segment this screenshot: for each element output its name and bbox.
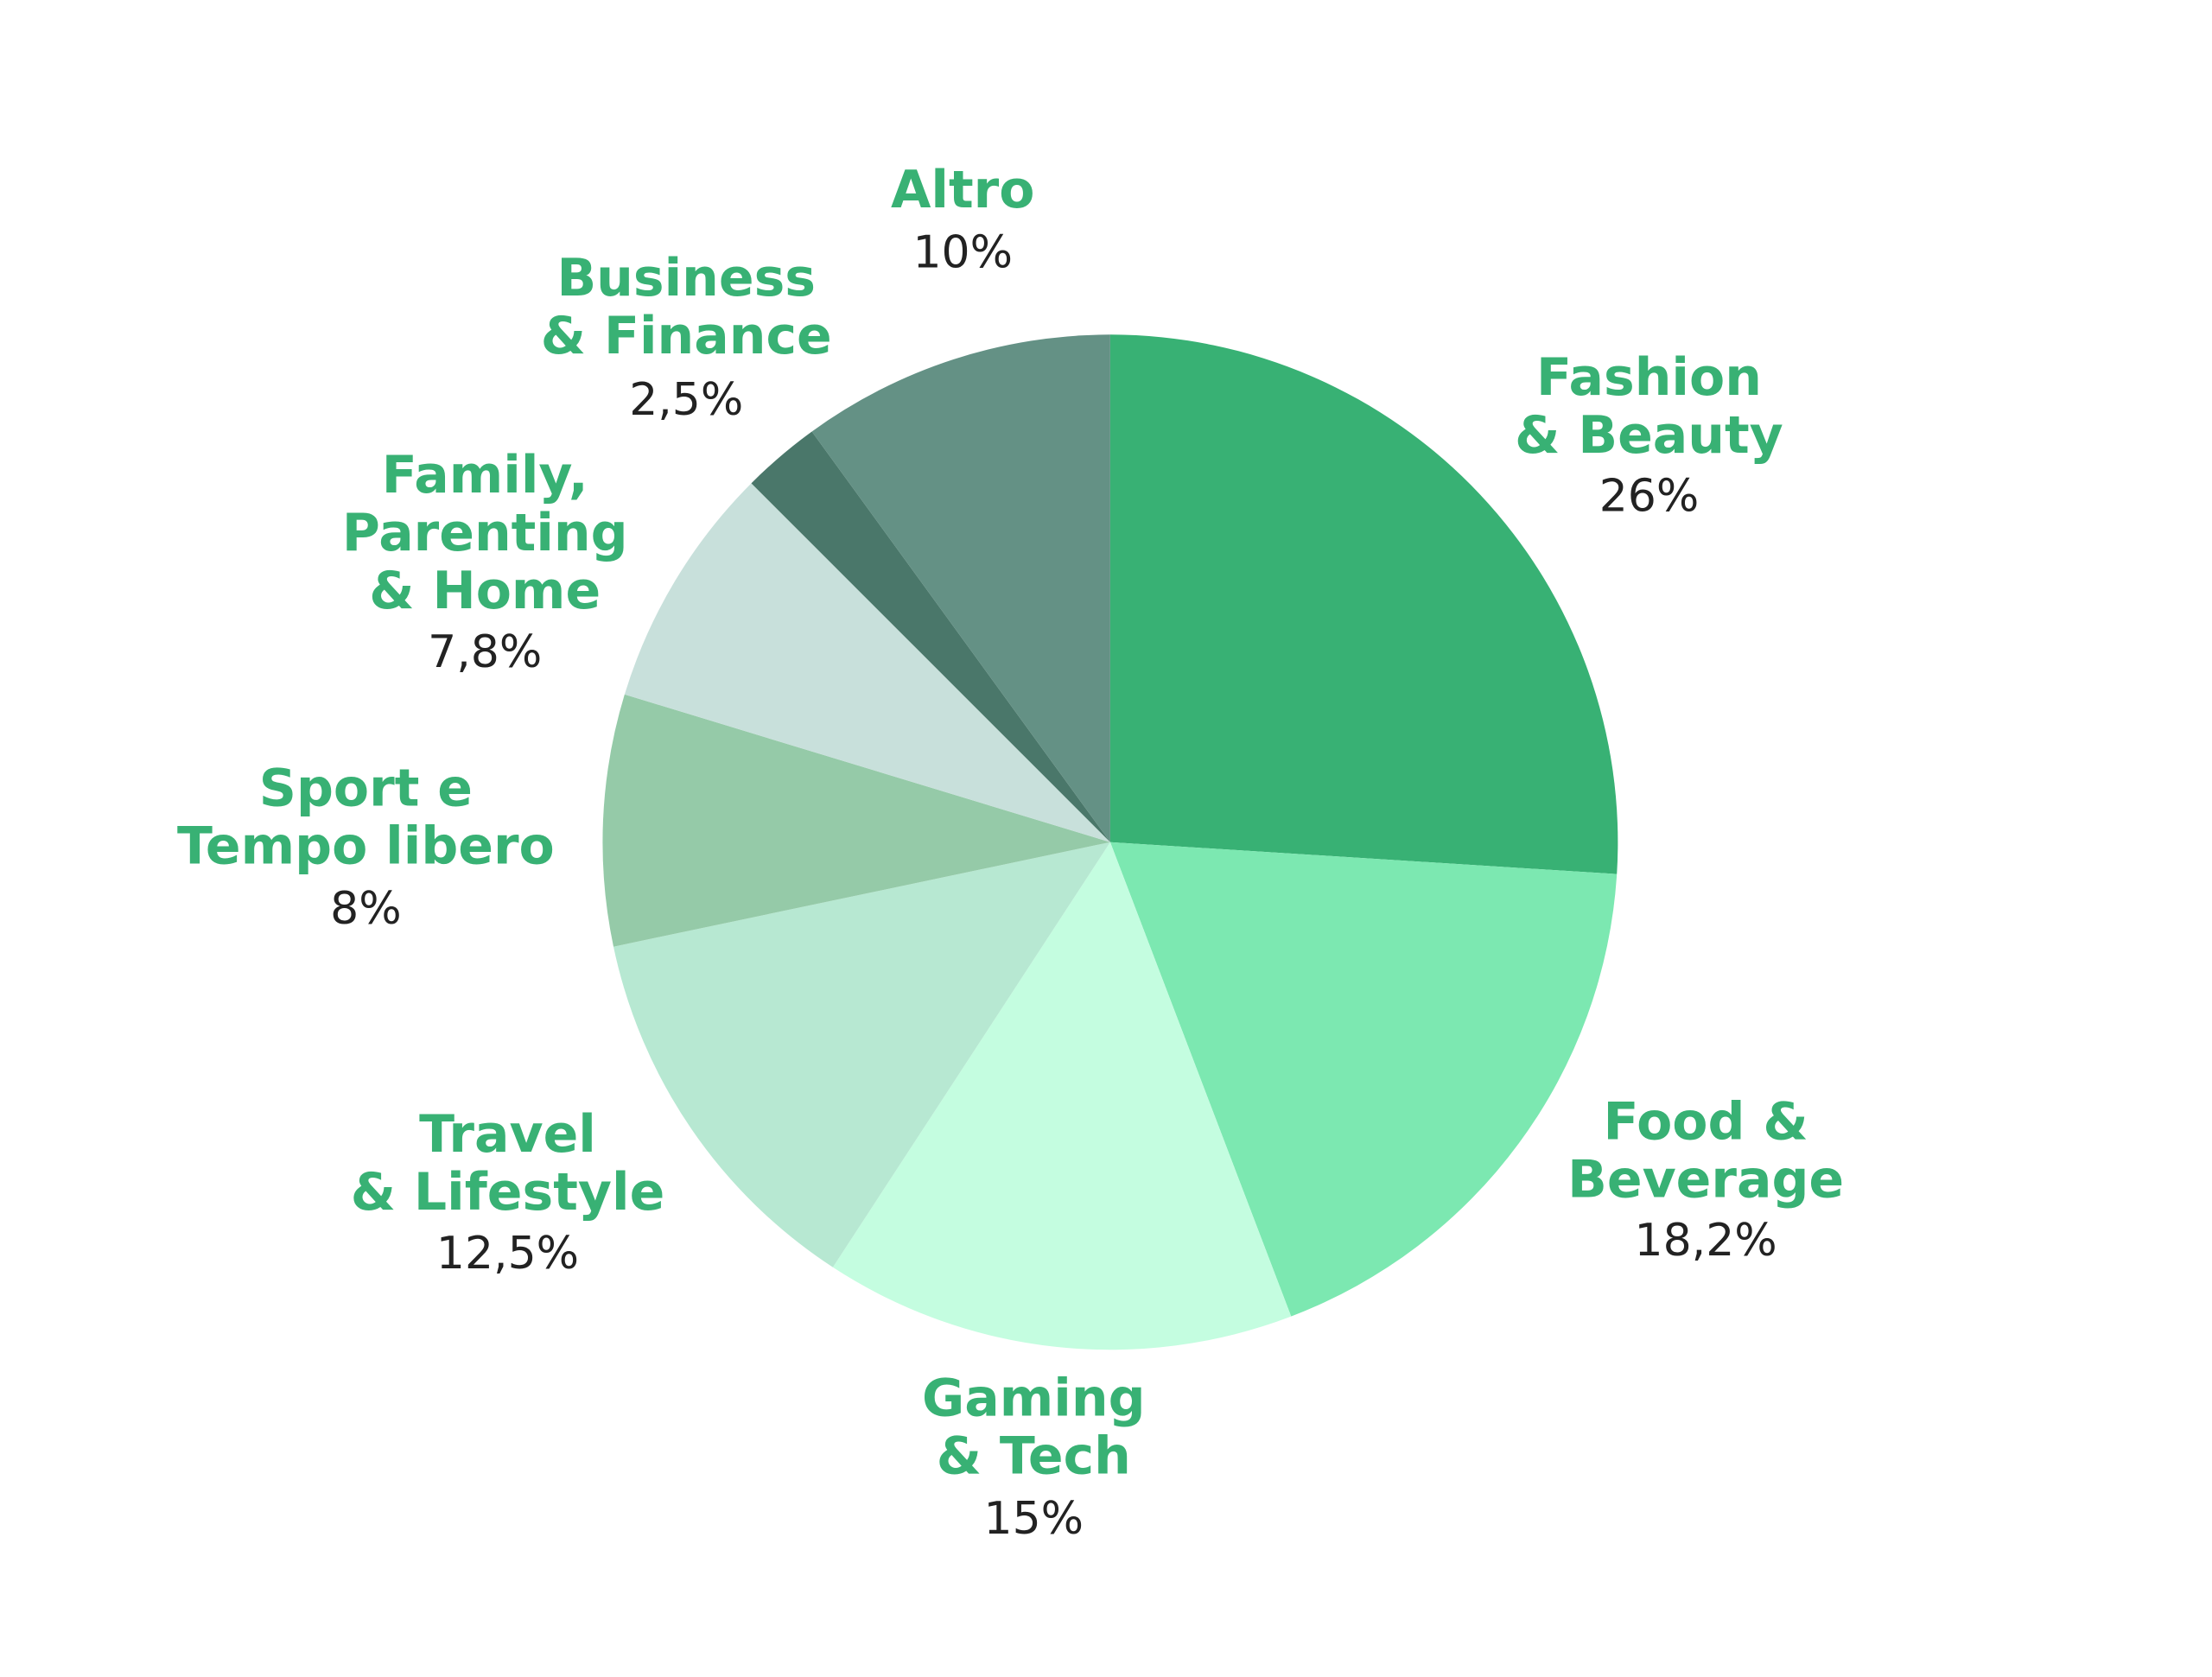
label-line: & Beauty <box>1515 404 1783 465</box>
pie-slice <box>1109 842 1618 1317</box>
pie-slice <box>832 842 1292 1350</box>
slice-label: Family, Parenting & Home <box>342 445 628 621</box>
label-line: Gaming <box>922 1368 1146 1428</box>
value-label: 15% <box>983 1493 1084 1545</box>
slice-label: Sport e Tempo libero <box>177 758 555 876</box>
pie-slice <box>602 694 1110 947</box>
pie-slice <box>613 842 1110 1267</box>
label-line: & Finance <box>541 306 832 366</box>
value-label: 7,8% <box>428 626 542 678</box>
pie-slice <box>751 431 1110 842</box>
pie-slice <box>624 483 1110 842</box>
slice-label: Business & Finance <box>541 248 832 366</box>
value-label: 8% <box>330 883 402 935</box>
slice-label: Food & Beverage <box>1567 1091 1844 1210</box>
value-label: 12,5% <box>436 1228 579 1280</box>
value-label: 26% <box>1599 471 1700 523</box>
value-label: 10% <box>912 226 1013 278</box>
label-line: Parenting <box>342 503 628 563</box>
label-line: & Lifestyle <box>351 1162 665 1223</box>
label-line: Sport e <box>259 758 473 818</box>
slice-label: Fashion & Beauty <box>1515 346 1783 465</box>
slice-label: Gaming & Tech <box>922 1368 1146 1486</box>
pie-slice <box>1109 334 1618 874</box>
label-line: Family, <box>382 445 588 505</box>
label-line: Beverage <box>1567 1149 1844 1210</box>
label-line: Tempo libero <box>177 816 555 876</box>
value-label: 2,5% <box>629 374 743 426</box>
label-line: Business <box>556 248 816 308</box>
value-label: 18,2% <box>1635 1215 1777 1267</box>
label-line: Travel <box>419 1104 596 1165</box>
label-line: Fashion <box>1536 346 1762 407</box>
label-line: Altro <box>891 160 1035 220</box>
slice-label: Altro <box>891 160 1035 220</box>
label-line: & Tech <box>937 1426 1131 1486</box>
label-line: Food & <box>1604 1091 1808 1152</box>
pie-slice <box>811 334 1110 842</box>
slice-label: Travel & Lifestyle <box>351 1104 665 1223</box>
label-line: & Home <box>369 561 601 621</box>
